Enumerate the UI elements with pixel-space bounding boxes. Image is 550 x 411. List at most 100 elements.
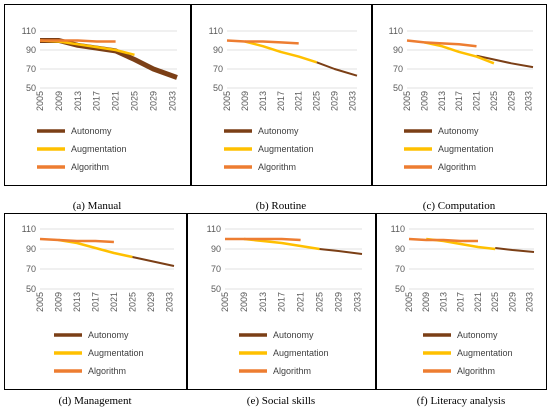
y-tick-label: 110 <box>22 26 36 36</box>
x-tick-label: 2025 <box>127 292 137 312</box>
x-tick-label: 2017 <box>92 91 102 111</box>
y-tick-label: 70 <box>26 264 36 274</box>
legend-label: Autonomy <box>258 126 299 136</box>
legend-label: Autonomy <box>438 126 479 136</box>
legend-label: Algorithm <box>88 366 126 376</box>
y-tick-label: 70 <box>211 264 221 274</box>
panel-caption: (a) Manual <box>73 200 122 212</box>
series-line-augmentation <box>243 237 320 251</box>
x-tick-label: 2033 <box>524 91 534 111</box>
y-tick-label: 90 <box>213 45 223 55</box>
x-tick-label: 2025 <box>129 91 139 111</box>
y-tick-label: 90 <box>26 45 36 55</box>
legend-label: Augmentation <box>71 144 127 154</box>
series-line-autonomy <box>319 248 363 255</box>
panel-frame <box>376 213 547 390</box>
panel-frame <box>187 213 376 390</box>
series-line-autonomy <box>476 54 534 69</box>
legend-label: Augmentation <box>457 348 513 358</box>
legend-label: Augmentation <box>273 348 329 358</box>
y-tick-label: 110 <box>389 26 403 36</box>
x-tick-label: 2021 <box>296 292 306 312</box>
chart-panel-0: 50 70 90 110 2005 2009 2013 2017 2021 2025 2029 203… <box>4 4 191 212</box>
y-tick-label: 50 <box>395 284 405 294</box>
x-tick-label: 2013 <box>258 292 268 312</box>
series-line-autonomy <box>40 38 178 80</box>
x-tick-label: 2017 <box>454 91 464 111</box>
legend-label: Augmentation <box>88 348 144 358</box>
y-tick-label: 50 <box>26 83 36 93</box>
series-line-algorithm <box>40 39 116 43</box>
panel-frame <box>4 4 191 186</box>
x-tick-label: 2009 <box>239 292 249 312</box>
y-tick-label: 50 <box>393 83 403 93</box>
x-tick-label: 2021 <box>109 292 119 312</box>
x-tick-label: 2005 <box>402 91 412 111</box>
x-tick-label: 2021 <box>111 91 121 111</box>
y-tick-label: 90 <box>211 244 221 254</box>
x-tick-label: 2013 <box>72 292 82 312</box>
legend-label: Autonomy <box>457 330 498 340</box>
x-tick-label: 2033 <box>164 292 174 312</box>
panel-caption: (e) Social skills <box>247 395 315 407</box>
x-tick-label: 2025 <box>312 91 322 111</box>
x-tick-label: 2005 <box>35 292 45 312</box>
x-tick-label: 2033 <box>525 292 535 312</box>
y-tick-label: 110 <box>209 26 223 36</box>
series-line-autonomy <box>132 256 175 267</box>
chart-panel-3: 50 70 90 110 2005 2009 2013 2017 2021 2025 2029 203… <box>4 213 187 407</box>
legend-label: Algorithm <box>71 162 109 172</box>
x-tick-label: 2025 <box>490 292 500 312</box>
x-tick-label: 2029 <box>330 91 340 111</box>
series-line-augmentation <box>244 40 318 64</box>
x-tick-label: 2009 <box>53 292 63 312</box>
series-line-algorithm <box>408 237 478 243</box>
legend-label: Autonomy <box>71 126 112 136</box>
y-tick-label: 50 <box>211 284 221 294</box>
legend-label: Autonomy <box>273 330 314 340</box>
y-tick-label: 70 <box>213 64 223 74</box>
series-line-algorithm <box>406 39 477 48</box>
x-tick-label: 2005 <box>220 292 230 312</box>
y-tick-label: 70 <box>395 264 405 274</box>
panel-frame <box>372 4 547 186</box>
x-tick-label: 2025 <box>314 292 324 312</box>
series-line-autonomy <box>495 247 535 253</box>
series-line-augmentation <box>58 238 133 259</box>
legend-label: Autonomy <box>88 330 129 340</box>
y-tick-label: 70 <box>26 64 36 74</box>
x-tick-label: 2013 <box>258 91 268 111</box>
legend-label: Algorithm <box>438 162 476 172</box>
x-tick-label: 2009 <box>54 91 64 111</box>
y-tick-label: 70 <box>393 64 403 74</box>
x-tick-label: 2021 <box>473 292 483 312</box>
x-tick-label: 2029 <box>507 292 517 312</box>
x-tick-label: 2033 <box>348 91 358 111</box>
x-tick-label: 2033 <box>352 292 362 312</box>
x-tick-label: 2029 <box>333 292 343 312</box>
chart-panel-1: 50 70 90 110 2005 2009 2013 2017 2021 2025 2029 203… <box>191 4 372 212</box>
x-tick-label: 2013 <box>437 91 447 111</box>
panel-frame <box>191 4 372 186</box>
x-tick-label: 2025 <box>489 91 499 111</box>
x-tick-label: 2029 <box>506 91 516 111</box>
legend-label: Algorithm <box>258 162 296 172</box>
panel-caption: (b) Routine <box>256 200 307 212</box>
y-tick-label: 90 <box>393 45 403 55</box>
y-tick-label: 90 <box>395 244 405 254</box>
legend-label: Algorithm <box>273 366 311 376</box>
panel-caption: (c) Computation <box>423 200 496 212</box>
y-tick-label: 90 <box>26 244 36 254</box>
chart-panel-5: 50 70 90 110 2005 2009 2013 2017 2021 2025 2029 203… <box>376 213 547 407</box>
legend-label: Algorithm <box>457 366 495 376</box>
x-tick-label: 2017 <box>456 292 466 312</box>
x-tick-label: 2009 <box>421 292 431 312</box>
legend-label: Augmentation <box>258 144 314 154</box>
panel-frame <box>4 213 187 390</box>
x-tick-label: 2005 <box>404 292 414 312</box>
panel-caption: (f) Literacy analysis <box>417 395 506 407</box>
x-tick-label: 2021 <box>294 91 304 111</box>
x-tick-label: 2029 <box>146 292 156 312</box>
x-tick-label: 2009 <box>419 91 429 111</box>
